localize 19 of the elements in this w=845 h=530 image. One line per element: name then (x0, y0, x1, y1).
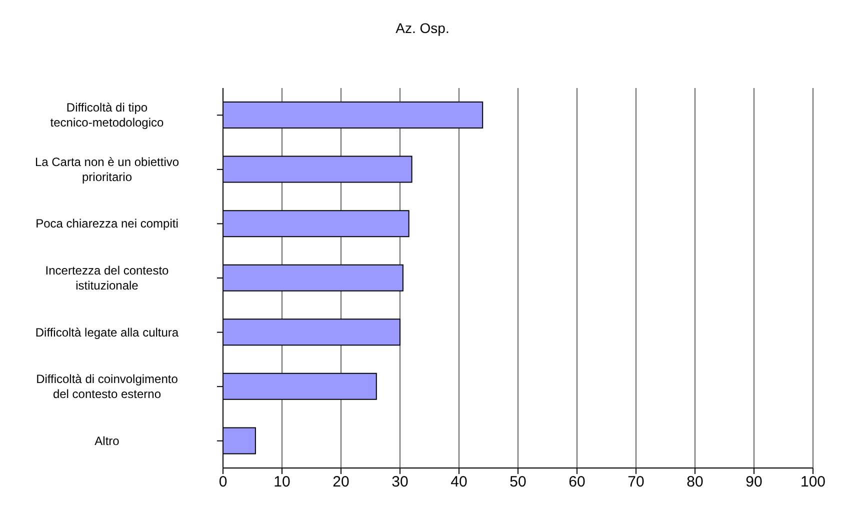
y-tick-label: La Carta non è un obiettivo prioritario (34, 154, 180, 184)
y-tick-label: Incertezza del contesto istituzionale (45, 264, 170, 292)
y-tick-label: Difficoltà di coinvolgimento del contesto esterno (36, 372, 178, 402)
x-tick-label: 70 (628, 474, 644, 491)
x-tick-label: 60 (568, 474, 586, 491)
chart-title: Az. Osp. (394, 20, 450, 36)
y-tick-label: Difficoltà di tipo tecnico-metodologico (50, 100, 164, 130)
x-tick-label: 90 (746, 474, 762, 491)
x-tick-label: 30 (392, 474, 408, 491)
x-tick-label: 100 (800, 474, 826, 491)
x-tick-label: 0 (218, 474, 228, 491)
x-tick-label: 10 (274, 474, 290, 491)
y-tick-label: Difficoltà legate alla cultura (35, 325, 179, 340)
x-tick-label: 20 (332, 474, 350, 491)
y-tick-label: Altro (94, 434, 120, 448)
x-tick-label: 50 (510, 474, 526, 491)
x-tick-label: 80 (686, 474, 704, 491)
y-tick-label: Poca chiarezza nei compiti (36, 216, 178, 231)
x-tick-label: 40 (450, 474, 468, 491)
